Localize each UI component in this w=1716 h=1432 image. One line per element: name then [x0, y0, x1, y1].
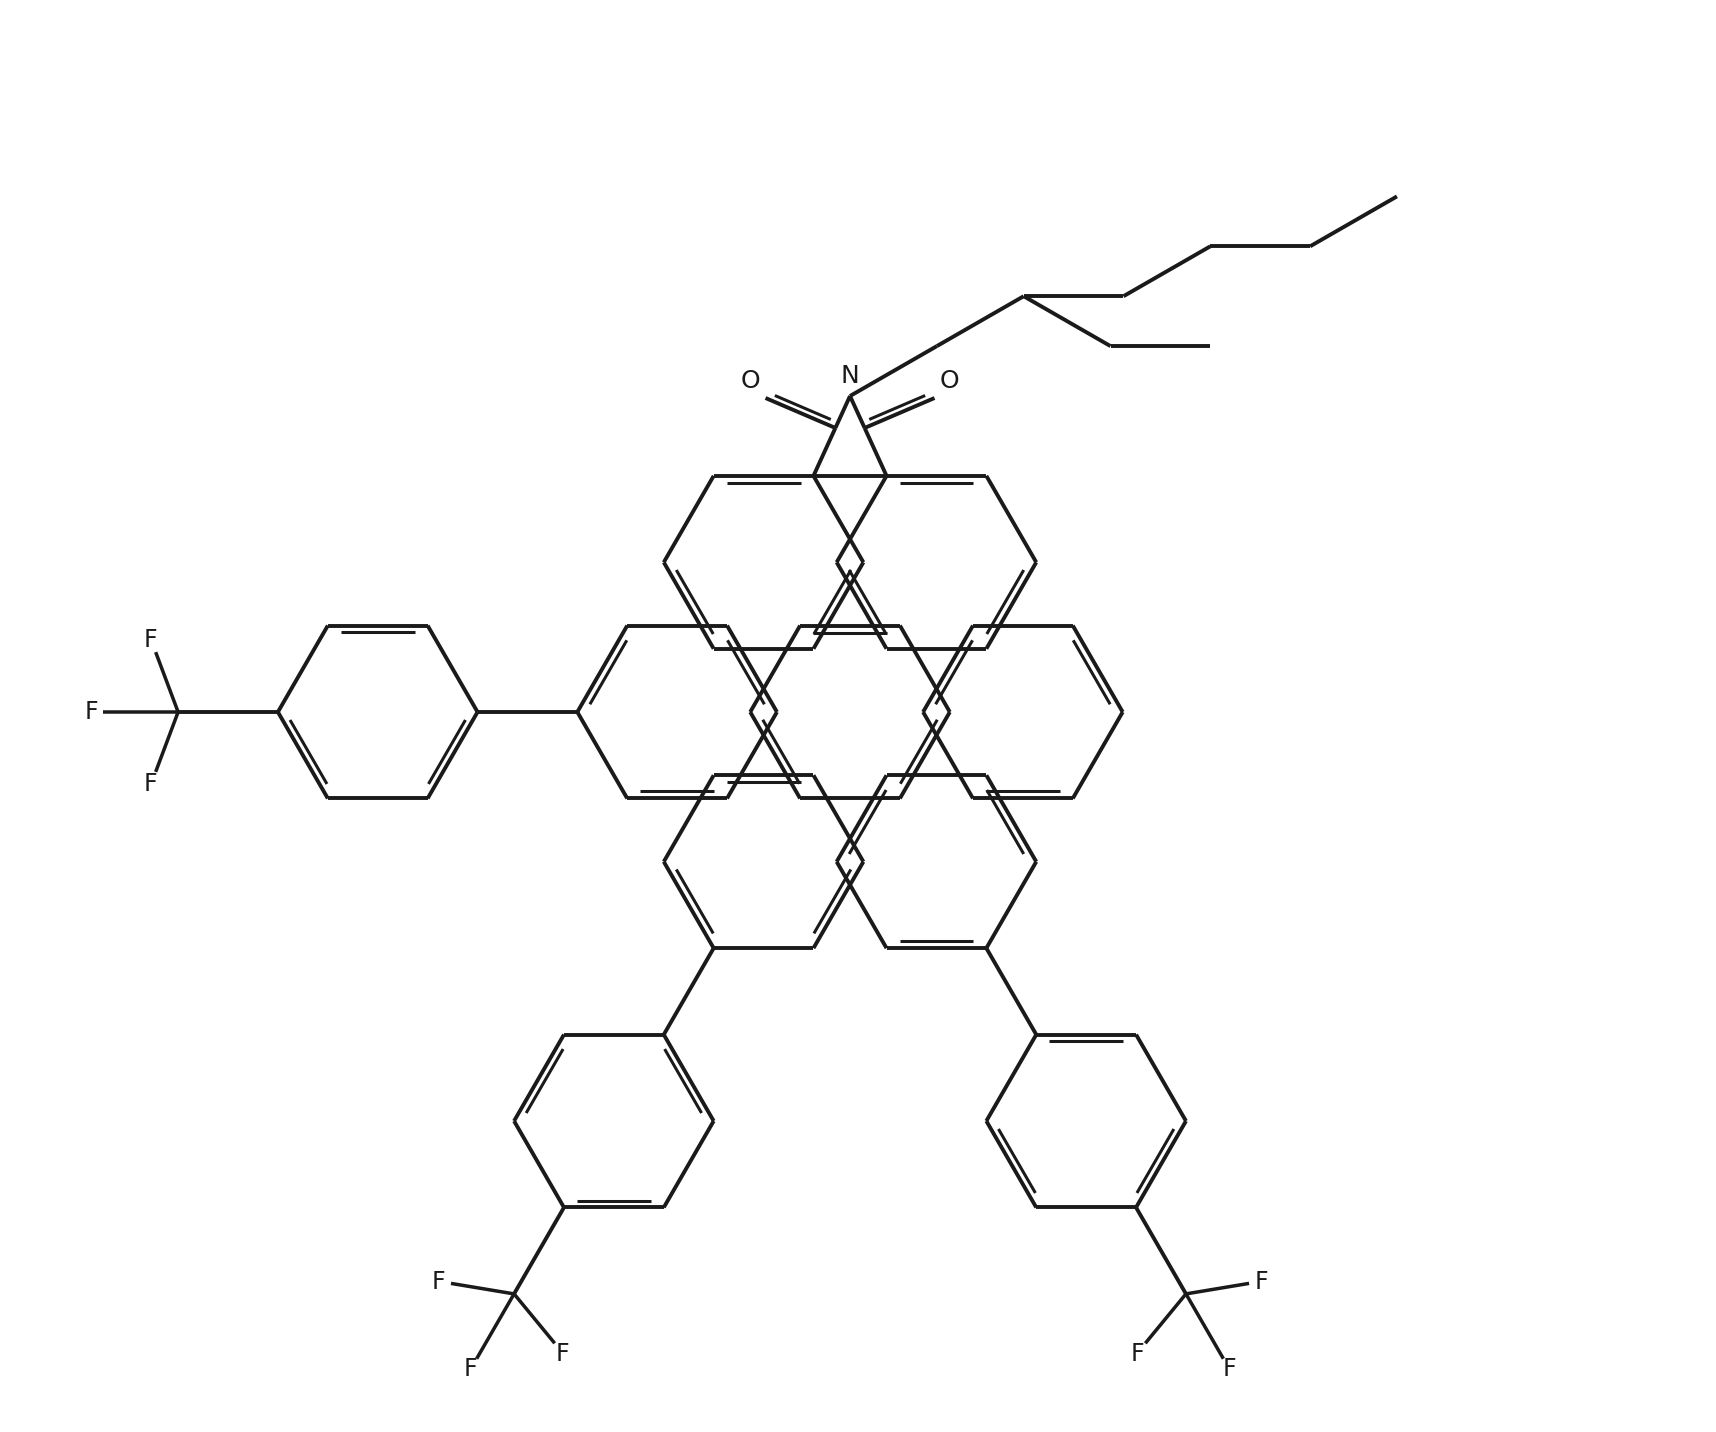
Text: F: F — [144, 772, 158, 796]
Text: F: F — [144, 629, 158, 652]
Text: O: O — [741, 369, 760, 392]
Text: F: F — [84, 700, 98, 725]
Text: N: N — [841, 364, 860, 388]
Text: F: F — [1222, 1358, 1236, 1380]
Text: F: F — [1254, 1270, 1268, 1293]
Text: F: F — [463, 1358, 477, 1380]
Text: O: O — [939, 369, 959, 392]
Text: F: F — [1131, 1342, 1145, 1366]
Text: F: F — [556, 1342, 570, 1366]
Text: F: F — [431, 1270, 444, 1293]
